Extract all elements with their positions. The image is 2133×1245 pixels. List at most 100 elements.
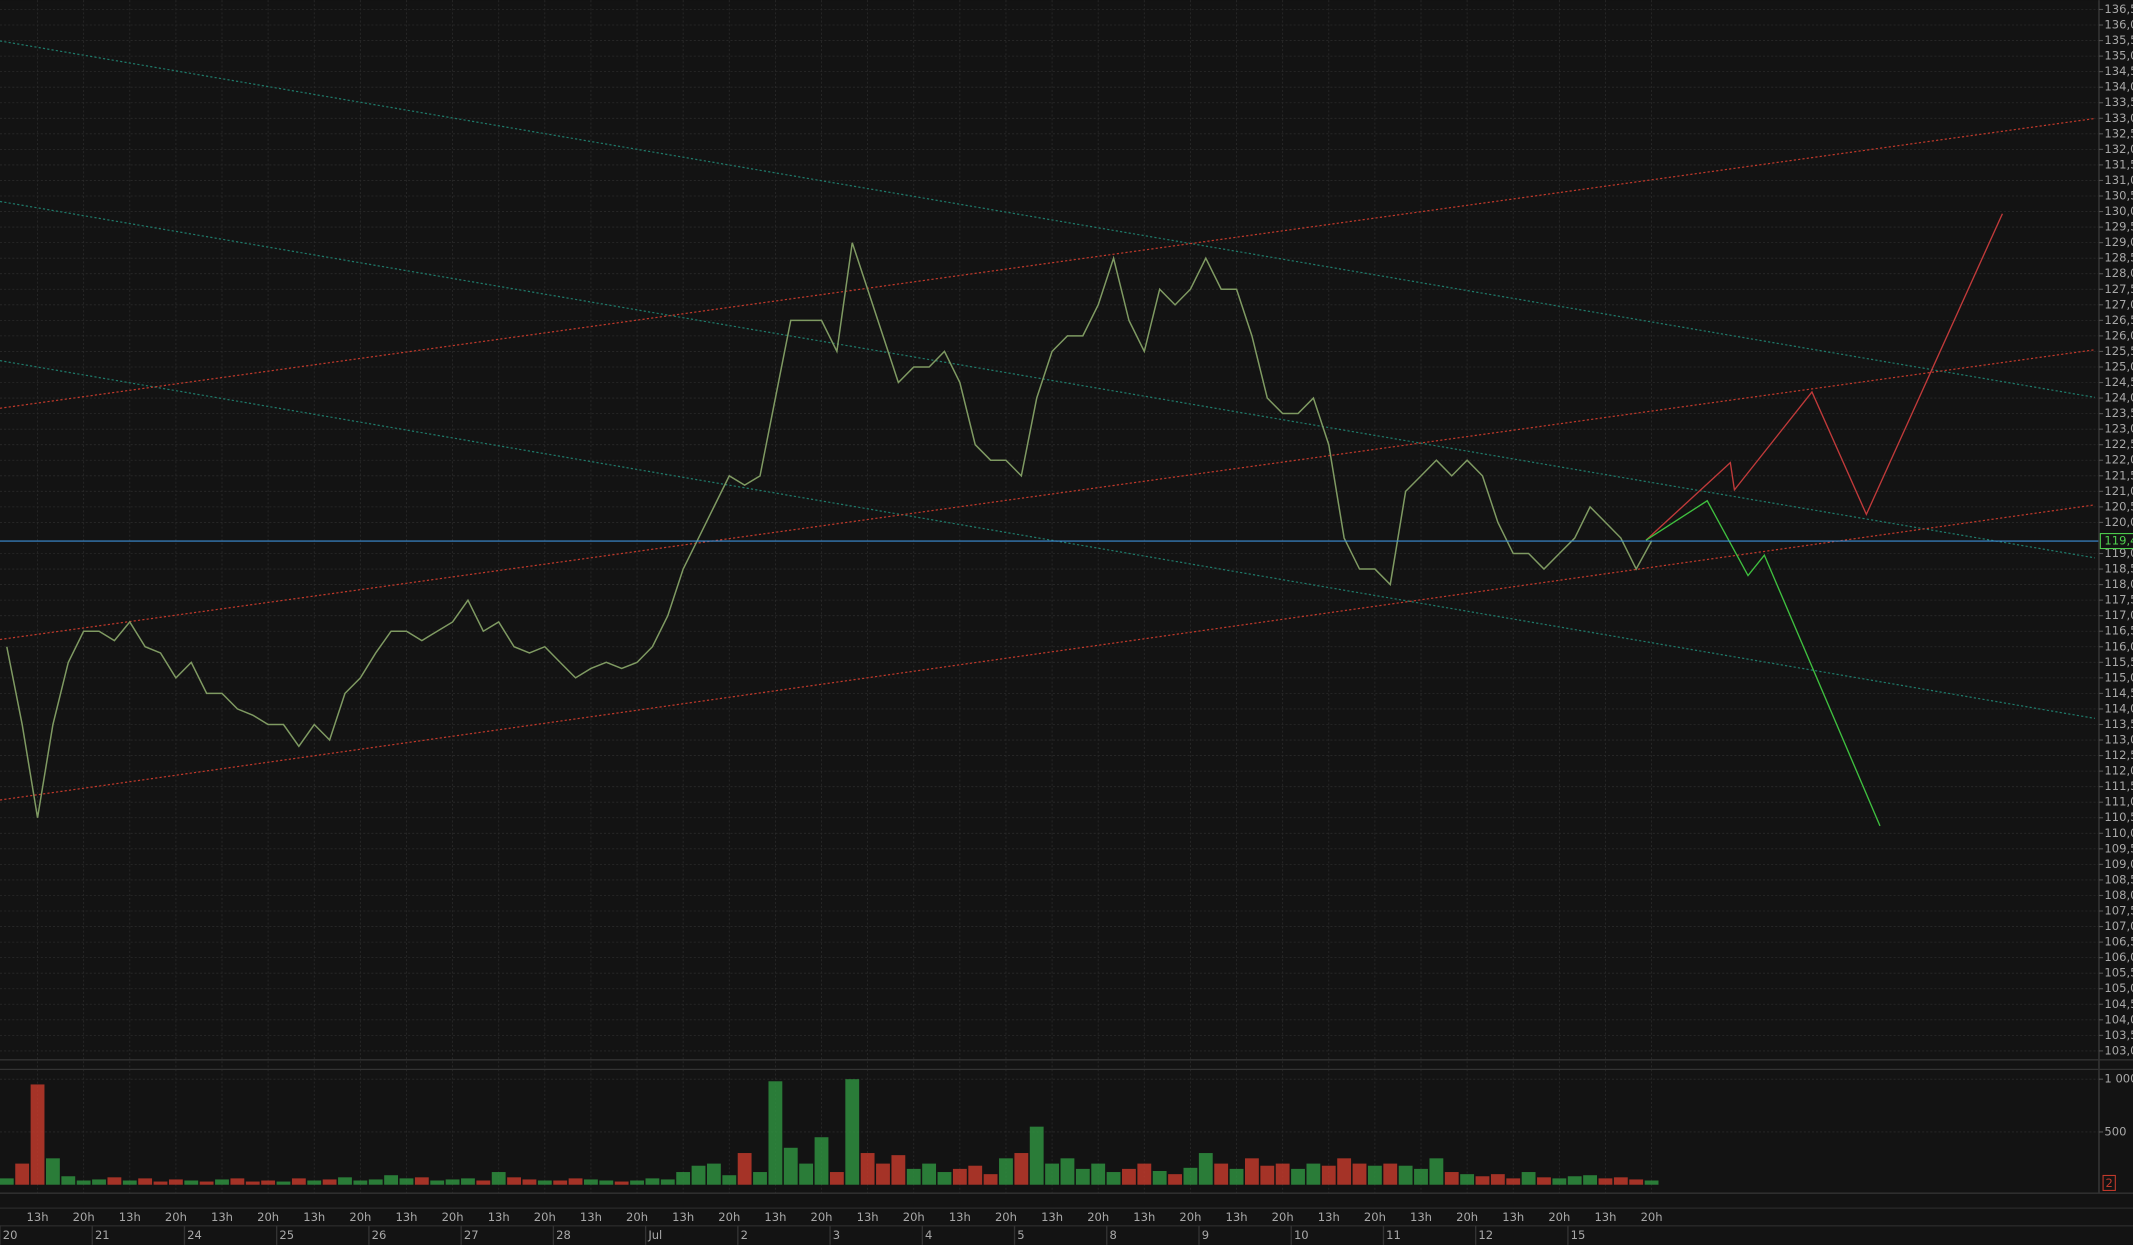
date-label: 3 (833, 1228, 840, 1242)
y-tick-label: 118,0 (2104, 577, 2133, 591)
y-tick-label: 106,5 (2104, 935, 2133, 949)
volume-bar (1398, 1165, 1413, 1185)
hour-label: 20h (349, 1210, 371, 1224)
volume-bar (691, 1165, 706, 1185)
y-tick-label: 134,5 (2104, 64, 2133, 78)
volume-bar (553, 1180, 568, 1185)
y-tick-label: 122,5 (2104, 437, 2133, 451)
volume-bar (1629, 1179, 1644, 1185)
volume-bar (1383, 1163, 1398, 1185)
hour-label: 20h (1456, 1210, 1478, 1224)
hour-label: 20h (718, 1210, 740, 1224)
hour-label: 13h (1594, 1210, 1616, 1224)
volume-bar (1506, 1178, 1521, 1185)
y-tick-label: 132,0 (2104, 142, 2133, 156)
volume-bar (430, 1180, 445, 1185)
volume-bar (338, 1177, 352, 1185)
date-label: 15 (1571, 1228, 1586, 1242)
y-tick-label: 123,0 (2104, 422, 2133, 436)
y-tick-label: 106,0 (2104, 950, 2133, 964)
volume-bar (368, 1179, 383, 1185)
volume-bar (676, 1172, 691, 1185)
date-label: 27 (464, 1228, 479, 1242)
y-tick-label: 133,0 (2104, 111, 2133, 125)
y-tick-label: 111,5 (2104, 779, 2133, 793)
volume-bar (1183, 1167, 1198, 1185)
y-tick-label: 117,0 (2104, 608, 2133, 622)
y-tick-label: 131,5 (2104, 157, 2133, 171)
volume-bar (1122, 1168, 1136, 1185)
date-label: 8 (1109, 1228, 1116, 1242)
hour-label: 20h (903, 1210, 925, 1224)
date-label: 28 (556, 1228, 571, 1242)
volume-bar (0, 1178, 14, 1185)
volume-bar (952, 1168, 967, 1185)
y-tick-label: 125,5 (2104, 344, 2133, 358)
volume-bar (45, 1158, 60, 1185)
volume-bar (445, 1179, 460, 1185)
y-tick-label: 131,0 (2104, 173, 2133, 187)
y-tick-label: 127,0 (2104, 297, 2133, 311)
date-label: Jul (647, 1228, 662, 1242)
y-tick-label: 120,5 (2104, 499, 2133, 513)
volume-bar (399, 1178, 414, 1185)
volume-bar (199, 1181, 214, 1185)
y-tick-label: 129,0 (2104, 235, 2133, 249)
hour-label: 20h (1641, 1210, 1663, 1224)
volume-bar (1444, 1172, 1459, 1185)
volume-bar (814, 1137, 829, 1185)
y-tick-label: 113,0 (2104, 733, 2133, 747)
volume-bar (829, 1172, 844, 1185)
y-tick-label: 136,5 (2104, 2, 2133, 16)
date-label: 11 (1386, 1228, 1401, 1242)
y-tick-label: 110,0 (2104, 826, 2133, 840)
last-price-box (2099, 533, 2133, 550)
volume-bar (507, 1177, 521, 1185)
volume-bar (1414, 1168, 1428, 1185)
volume-bar (15, 1163, 30, 1185)
y-tick-label: 119,0 (2104, 546, 2133, 560)
volume-bar (1029, 1126, 1044, 1185)
date-label: 4 (925, 1228, 932, 1242)
hour-label: 20h (73, 1210, 95, 1224)
trend-line (0, 200, 2096, 559)
y-tick-label: 120,0 (2104, 515, 2133, 529)
y-tick-label: 108,5 (2104, 872, 2133, 886)
y-tick-label: 136,0 (2104, 18, 2133, 32)
hour-label: 13h (1410, 1210, 1432, 1224)
volume-bar (1475, 1176, 1490, 1185)
volume-bar (153, 1181, 168, 1185)
y-tick-label: 130,0 (2104, 204, 2133, 218)
volume-bar (30, 1084, 45, 1185)
volume-bar (245, 1181, 260, 1185)
volume-bar (1429, 1158, 1444, 1185)
hour-label: 20h (995, 1210, 1017, 1224)
volume-bar (1014, 1153, 1029, 1185)
volume-bar (737, 1153, 752, 1185)
volume-bar (1490, 1174, 1505, 1185)
volume-bar (1521, 1172, 1536, 1185)
date-label: 9 (1202, 1228, 1209, 1242)
volume-bar (491, 1172, 506, 1185)
volume-bar (568, 1178, 583, 1185)
y-tick-label: 104,5 (2104, 997, 2133, 1011)
volume-bar (384, 1175, 399, 1185)
volume-bar (1060, 1158, 1075, 1185)
volume-bar (92, 1179, 106, 1185)
volume-bar (537, 1180, 552, 1185)
volume-bar (1137, 1163, 1152, 1185)
volume-bar (783, 1147, 798, 1185)
y-tick-label: 113,5 (2104, 717, 2133, 731)
hour-label: 20h (257, 1210, 279, 1224)
y-tick-label: 121,5 (2104, 468, 2133, 482)
hour-label: 20h (1179, 1210, 1201, 1224)
y-tick-label: 124,0 (2104, 391, 2133, 405)
volume-bar (1567, 1176, 1582, 1185)
data-layer (0, 242, 2099, 1185)
hour-label: 20h (165, 1210, 187, 1224)
hour-label: 13h (1226, 1210, 1248, 1224)
volume-bar (1152, 1170, 1167, 1185)
volume-bar (584, 1179, 598, 1185)
hour-label: 13h (27, 1210, 49, 1224)
